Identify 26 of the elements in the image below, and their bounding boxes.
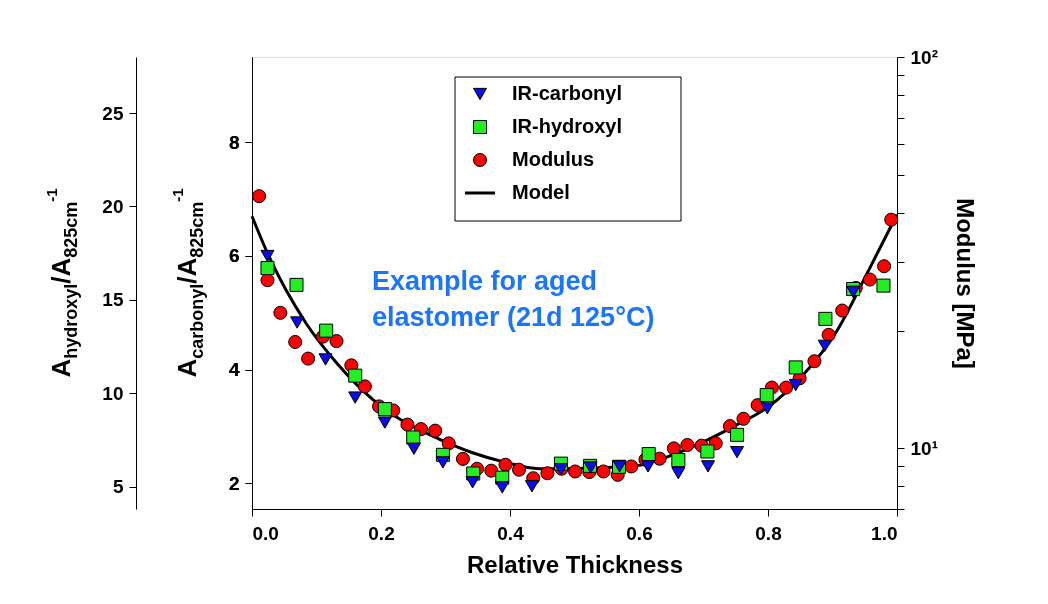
y3-tick-label: 5 (112, 476, 124, 498)
y-tick-label: 4 (228, 359, 240, 381)
x-axis-title: Relative Thickness (466, 550, 684, 578)
y3-tick-label: 20 (102, 195, 124, 217)
x-tick-label: 0.0 (252, 522, 279, 544)
y-tick-label: 8 (228, 131, 240, 153)
legend-label: IR-hydroxyl (512, 115, 623, 137)
y-axis-title: Acarbonyl/A825cm-1 (169, 188, 207, 378)
y-tick-label: 6 (228, 245, 240, 267)
x-tick-label: 0.6 (626, 522, 653, 544)
y3-tick-label: 25 (102, 102, 124, 124)
x-tick-label: 0.4 (497, 522, 525, 544)
y2-tick-label: 10² (910, 46, 938, 68)
x-tick-label: 0.8 (755, 522, 782, 544)
x-tick-label: 1.0 (871, 522, 898, 544)
y3-tick-label: 10 (102, 382, 124, 404)
y3-tick-label: 15 (102, 289, 124, 311)
y3-axis-title: Ahydroxyl/A825cm-1 (42, 188, 81, 378)
x-tick-label: 0.2 (368, 522, 395, 544)
legend-label: IR-carbonyl (512, 82, 623, 104)
legend-label: Model (512, 181, 570, 203)
legend-label: Modulus (512, 148, 595, 170)
y2-axis-title: Modulus [MPa] (951, 198, 979, 369)
y-tick-label: 2 (228, 472, 240, 494)
annotation: Example for aged elastomer (21d 125°C) (372, 266, 655, 332)
y2-tick-label: 10¹ (910, 437, 938, 459)
